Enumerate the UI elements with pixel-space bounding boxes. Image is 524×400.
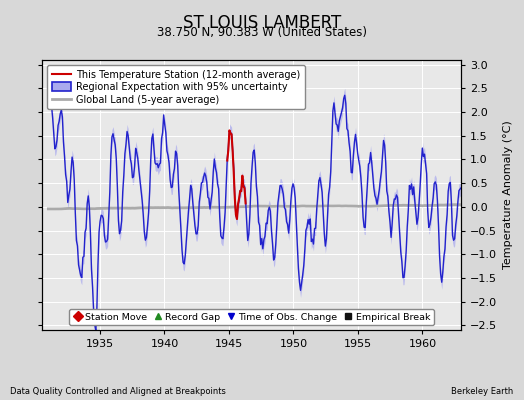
Text: Berkeley Earth: Berkeley Earth <box>451 387 514 396</box>
Text: Data Quality Controlled and Aligned at Breakpoints: Data Quality Controlled and Aligned at B… <box>10 387 226 396</box>
Legend: Station Move, Record Gap, Time of Obs. Change, Empirical Break: Station Move, Record Gap, Time of Obs. C… <box>69 309 434 325</box>
Y-axis label: Temperature Anomaly (°C): Temperature Anomaly (°C) <box>503 121 513 269</box>
Text: 38.750 N, 90.383 W (United States): 38.750 N, 90.383 W (United States) <box>157 26 367 39</box>
Text: ST LOUIS LAMBERT: ST LOUIS LAMBERT <box>183 14 341 32</box>
